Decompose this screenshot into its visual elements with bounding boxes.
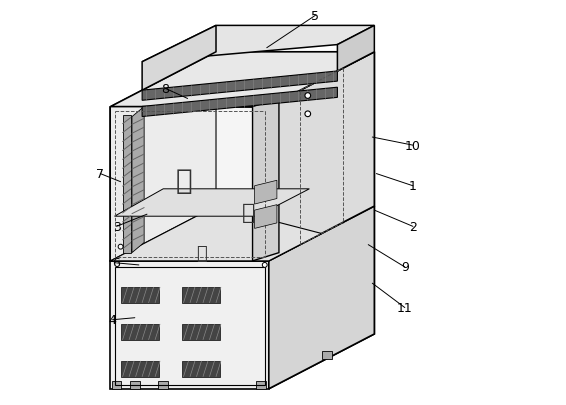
Polygon shape: [182, 288, 220, 303]
Polygon shape: [269, 53, 374, 261]
Polygon shape: [142, 26, 374, 63]
Circle shape: [305, 94, 311, 99]
Text: 7: 7: [96, 168, 104, 181]
Polygon shape: [123, 115, 131, 253]
Text: 6: 6: [113, 257, 121, 270]
Polygon shape: [110, 53, 374, 107]
Text: 右: 右: [242, 202, 255, 223]
Text: 1: 1: [409, 180, 417, 193]
Circle shape: [262, 263, 267, 268]
Polygon shape: [121, 324, 159, 340]
Polygon shape: [269, 53, 374, 389]
Polygon shape: [182, 361, 220, 377]
Polygon shape: [255, 205, 277, 229]
Polygon shape: [110, 53, 216, 261]
Polygon shape: [121, 361, 159, 377]
Polygon shape: [110, 207, 321, 261]
Polygon shape: [322, 352, 332, 359]
Polygon shape: [114, 190, 310, 217]
Circle shape: [118, 245, 123, 249]
Polygon shape: [182, 324, 220, 340]
Polygon shape: [121, 288, 159, 303]
Polygon shape: [130, 382, 140, 389]
Polygon shape: [256, 382, 265, 389]
Text: 9: 9: [401, 261, 409, 274]
Polygon shape: [110, 261, 269, 389]
Text: 10: 10: [405, 139, 421, 152]
Polygon shape: [132, 107, 144, 253]
Polygon shape: [142, 26, 216, 91]
Text: 2: 2: [409, 220, 417, 233]
Polygon shape: [255, 181, 277, 205]
Polygon shape: [112, 382, 122, 389]
Polygon shape: [142, 72, 337, 101]
Text: 8: 8: [161, 83, 169, 96]
Text: 正: 正: [196, 244, 207, 262]
Polygon shape: [158, 382, 168, 389]
Polygon shape: [142, 88, 337, 117]
Text: 11: 11: [397, 301, 413, 314]
Circle shape: [305, 112, 311, 117]
Text: 4: 4: [109, 313, 117, 326]
Text: 左: 左: [175, 166, 192, 194]
Polygon shape: [252, 99, 279, 261]
Polygon shape: [110, 107, 269, 261]
Text: 3: 3: [113, 220, 121, 233]
Text: 5: 5: [311, 10, 319, 23]
Polygon shape: [269, 207, 374, 389]
Polygon shape: [337, 26, 374, 72]
